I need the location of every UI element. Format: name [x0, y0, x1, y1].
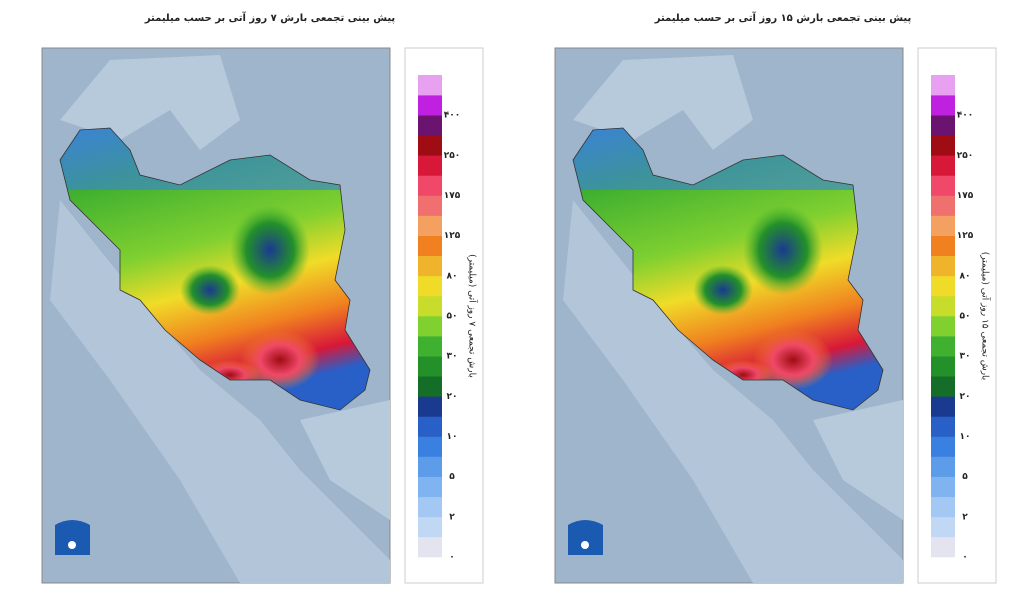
colorbar-label: ۲	[449, 512, 455, 522]
colorbar-swatch	[931, 396, 955, 417]
colorbar-swatch	[931, 235, 955, 257]
colorbar-swatch	[931, 255, 955, 277]
panel-title: پیش بینی تجمعی بارش ۷ روز آتی بر حسب میل…	[144, 11, 396, 24]
colorbar-swatch	[418, 456, 442, 477]
colorbar-label: ۱۰	[960, 432, 971, 442]
colorbar-swatch	[931, 95, 955, 116]
colorbar-swatch	[931, 115, 955, 136]
colorbar-label: ۲۵۰	[444, 151, 460, 161]
colorbar-swatch	[418, 175, 442, 196]
map-panel	[42, 48, 390, 583]
colorbar-swatch	[418, 275, 442, 297]
colorbar-swatch	[418, 195, 442, 216]
colorbar-swatch	[418, 436, 442, 457]
colorbar-label: ۸۰	[960, 271, 971, 281]
colorbar-label: ۵	[962, 472, 968, 482]
colorbar-swatch	[418, 416, 442, 437]
colorbar-swatch	[418, 396, 442, 417]
colorbar-swatch	[418, 215, 442, 236]
colorbar-label: ۲۵۰	[957, 151, 973, 161]
colorbar-swatch	[931, 175, 955, 196]
colorbar-swatch	[418, 336, 442, 357]
colorbar-swatch	[931, 376, 955, 397]
colorbar-label: ۱۲۵	[444, 231, 461, 241]
colorbar-swatch	[418, 135, 442, 156]
colorbar-swatch	[931, 496, 955, 518]
colorbar-swatch	[418, 155, 442, 176]
colorbar-swatch	[418, 376, 442, 397]
colorbar-label: ۲۰	[960, 392, 971, 402]
colorbar-swatch	[931, 476, 955, 498]
colorbar-swatch	[931, 275, 955, 297]
colorbar-label: ۰	[449, 553, 455, 563]
colorbar-swatch	[418, 75, 442, 96]
map-panel	[555, 48, 903, 583]
colorbar-label: ۱۷۵	[957, 191, 974, 201]
colorbar-swatch	[931, 436, 955, 457]
colorbar-label: ۴۰۰	[444, 111, 460, 121]
colorbar-swatch	[931, 135, 955, 156]
colorbar-swatch	[418, 536, 442, 558]
colorbar-swatch	[931, 295, 955, 317]
colorbar-swatch	[931, 456, 955, 477]
colorbar-swatch	[931, 155, 955, 176]
colorbar-label: ۰	[962, 553, 968, 563]
colorbar-swatch	[931, 75, 955, 96]
colorbar-title: بارش تجمعی ۱۵ روز آتی (میلیمتر)	[980, 252, 992, 381]
colorbar-label: ۵۰	[447, 312, 458, 322]
colorbar-label: ۸۰	[447, 271, 458, 281]
colorbar-swatch	[931, 195, 955, 216]
colorbar-swatch	[931, 536, 955, 558]
colorbar-swatch	[931, 356, 955, 377]
colorbar-label: ۳۰	[960, 352, 971, 362]
colorbar-swatch	[418, 95, 442, 116]
colorbar-swatch	[931, 316, 955, 337]
colorbar-label: ۲۰	[447, 392, 458, 402]
colorbar-label: ۲	[962, 512, 968, 522]
colorbar-label: ۳۰	[447, 352, 458, 362]
colorbar-swatch	[931, 215, 955, 236]
colorbar-swatch	[418, 516, 442, 538]
colorbar-label: ۱۲۵	[957, 231, 974, 241]
colorbar-title: بارش تجمعی ۷ روز آتی (میلیمتر)	[467, 254, 479, 378]
colorbar-label: ۱۷۵	[444, 191, 461, 201]
colorbar-swatch	[418, 496, 442, 518]
colorbar-swatch	[418, 115, 442, 136]
colorbar-label: ۴۰۰	[957, 111, 973, 121]
colorbar-label: ۵۰	[960, 312, 971, 322]
colorbar-swatch	[418, 255, 442, 277]
colorbar-swatch	[931, 336, 955, 357]
colorbar-swatch	[418, 316, 442, 337]
colorbar-label: ۱۰	[447, 432, 458, 442]
colorbar-swatch	[418, 476, 442, 498]
panel-title: پیش بینی تجمعی بارش ۱۵ روز آتی بر حسب می…	[654, 11, 912, 24]
colorbar-swatch	[931, 416, 955, 437]
colorbar-swatch	[418, 356, 442, 377]
colorbar-swatch	[931, 516, 955, 538]
colorbar-swatch	[418, 235, 442, 257]
colorbar-label: ۵	[449, 472, 455, 482]
colorbar-swatch	[418, 295, 442, 317]
